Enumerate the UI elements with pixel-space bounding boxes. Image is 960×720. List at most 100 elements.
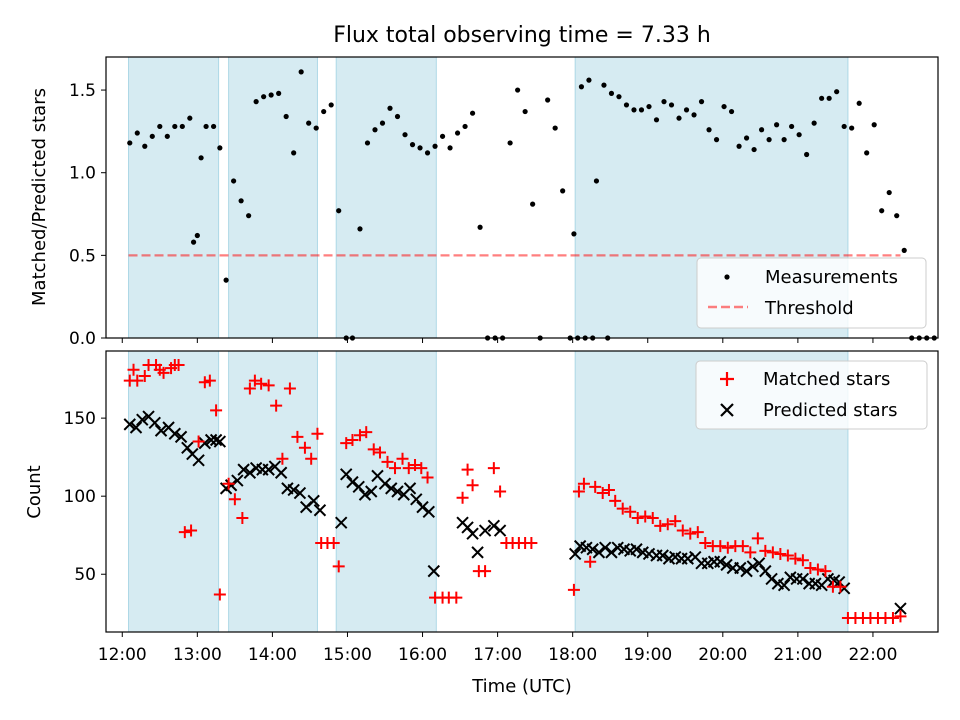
predicted-star-marker — [378, 477, 392, 490]
predicted-star-marker — [192, 454, 205, 467]
measurement-point — [545, 97, 551, 103]
matched-star-marker — [654, 519, 667, 532]
bottom-panel: 50 100 150 12:00 13:00 14:00 15:00 16:00 17:00 1… — [24, 350, 939, 697]
measurement-point — [676, 115, 682, 121]
legend-matched-marker — [720, 372, 734, 386]
matched-star-marker — [291, 430, 304, 443]
bottom-legend: Matched stars Predicted stars — [695, 360, 928, 430]
predicted-star-marker — [403, 482, 417, 495]
matched-star-marker — [127, 363, 140, 376]
xtick-label: 19:00 — [623, 645, 672, 665]
measurement-point — [804, 151, 810, 158]
predicted-star-marker — [213, 435, 227, 448]
predicted-star-marker — [391, 485, 404, 498]
measurement-point — [638, 107, 645, 113]
bottom-ylabel: Count — [24, 465, 45, 518]
matched-star-marker — [525, 537, 538, 550]
measurement-point — [721, 103, 727, 110]
predicted-star-marker — [346, 475, 359, 489]
predicted-star-marker — [224, 479, 238, 492]
predicted-star-marker — [287, 483, 300, 497]
measurement-point — [276, 90, 282, 96]
matched-star-marker — [367, 443, 380, 456]
matched-star-marker — [721, 541, 734, 554]
measurement-point — [522, 108, 528, 115]
matched-star-marker — [646, 512, 659, 525]
predicted-star-marker — [759, 564, 772, 578]
predicted-star-marker — [746, 560, 760, 573]
measurement-point — [552, 125, 558, 131]
measurement-point — [826, 95, 832, 101]
measurement-point — [477, 224, 483, 230]
measurement-point — [469, 110, 476, 116]
measurement-point — [364, 140, 371, 146]
measurement-point — [586, 77, 592, 83]
predicted-star-marker — [136, 413, 149, 426]
matched-star-marker — [766, 546, 779, 559]
matched-star-marker — [138, 369, 151, 382]
measurement-point — [736, 143, 742, 149]
matched-star-marker — [203, 374, 216, 387]
top-panel: 0.0 0.5 1.0 1.5 Matched/Predicted stars Mea… — [29, 56, 939, 349]
legend-threshold-label: Threshold — [764, 298, 854, 319]
legend-measurements-label: Measurements — [765, 267, 898, 288]
matched-star-marker — [255, 377, 268, 390]
measurement-point — [203, 123, 209, 130]
matched-star-marker — [759, 544, 772, 557]
predicted-star-marker — [598, 541, 612, 554]
measurement-point — [653, 117, 660, 123]
measurement-point — [268, 92, 274, 98]
matched-star-marker — [389, 462, 402, 475]
measurement-point — [631, 107, 637, 113]
bottom-ytick-label: 50 — [74, 565, 96, 585]
matched-star-marker — [609, 494, 622, 507]
measurement-point — [149, 133, 155, 139]
measurement-point — [560, 188, 566, 194]
matched-star-marker — [479, 565, 492, 578]
matched-star-marker — [192, 435, 205, 448]
xtick-label: 13:00 — [173, 645, 222, 665]
matched-star-marker — [298, 441, 311, 454]
measurement-point — [811, 120, 817, 126]
measurement-point — [515, 87, 521, 93]
x-axis-label: Time (UTC) — [471, 676, 572, 697]
xtick-label: 16:00 — [398, 645, 447, 665]
predicted-star-marker — [410, 493, 423, 506]
measurement-point — [879, 208, 885, 214]
predicted-star-marker — [198, 436, 212, 450]
measurement-point — [134, 130, 140, 136]
matched-star-marker — [353, 429, 366, 442]
matched-star-marker — [346, 433, 359, 446]
xtick-label: 14:00 — [248, 645, 297, 665]
predicted-star-marker — [714, 555, 727, 568]
measurement-point — [743, 135, 750, 141]
measurement-point — [253, 99, 259, 105]
measurement-point — [706, 127, 712, 133]
matched-star-marker — [421, 471, 434, 484]
measurement-point — [439, 133, 446, 139]
predicted-star-marker — [471, 546, 484, 559]
matched-star-marker — [567, 583, 580, 596]
measurement-point — [190, 239, 197, 245]
measurement-point — [796, 132, 802, 138]
predicted-star-marker — [237, 463, 250, 476]
top-shaded-interval — [336, 57, 437, 338]
predicted-star-marker — [352, 480, 365, 494]
measurement-point — [698, 99, 705, 105]
predicted-star-marker — [129, 421, 143, 434]
predicted-star-marker — [586, 543, 599, 556]
predicted-star-marker — [365, 485, 378, 498]
matched-star-marker — [487, 462, 500, 475]
measurement-point — [417, 145, 423, 151]
matched-star-marker — [222, 477, 235, 490]
predicted-star-marker — [154, 424, 168, 437]
predicted-star-marker — [340, 468, 353, 481]
predicted-star-marker — [734, 561, 747, 575]
predicted-star-marker — [796, 572, 810, 586]
matched-star-marker — [577, 477, 590, 490]
matched-star-marker — [661, 518, 674, 531]
matched-star-marker — [340, 437, 353, 450]
bottom-shaded-interval — [128, 351, 219, 632]
measurement-point — [623, 102, 630, 108]
